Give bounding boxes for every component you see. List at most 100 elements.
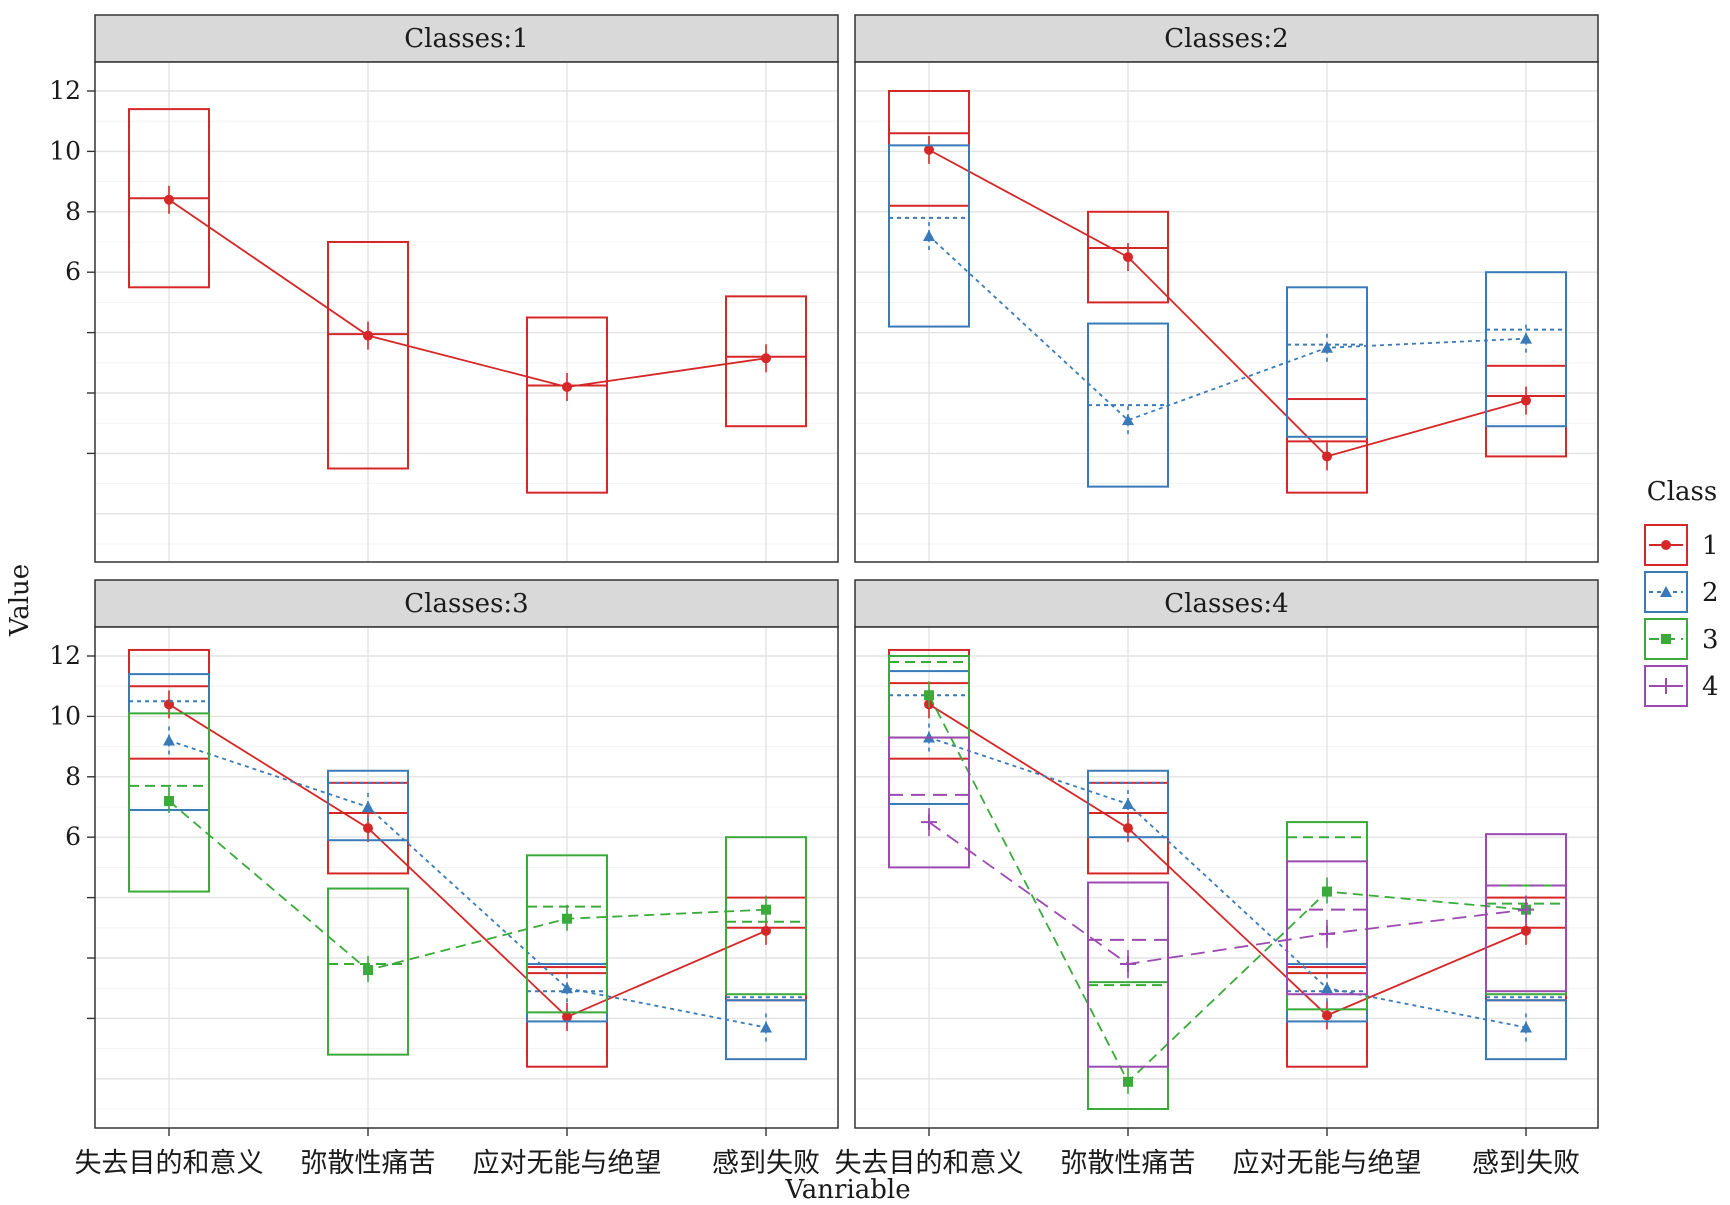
facet-strip (854, 14, 1599, 63)
plot-area (95, 62, 838, 562)
data-point (362, 801, 374, 812)
data-point (1123, 252, 1133, 263)
x-tick-label: 弥散性痛苦 (301, 1148, 436, 1179)
interval-box (1087, 210, 1169, 304)
data-point (1321, 982, 1333, 994)
y-tick-label: 10 (49, 136, 81, 165)
interval-box (1087, 769, 1169, 839)
y-tick-label: 10 (49, 701, 81, 730)
y-tick-label: 12 (49, 76, 81, 105)
x-tick-label: 失去目的和意义 (835, 1148, 1024, 1179)
plot-area (855, 62, 1598, 562)
x-tick-label: 应对无能与绝望 (1233, 1148, 1422, 1179)
data-point (1520, 332, 1532, 344)
panel-border (854, 626, 1599, 1129)
series-line (928, 235, 1527, 422)
data-point (1322, 1010, 1332, 1021)
data-point (562, 1011, 572, 1022)
interval-box (327, 241, 409, 470)
series-line (168, 739, 767, 1029)
facet-panels: Classes:1 Classes:2 Classes:3 Classes:4 (94, 14, 1599, 1129)
interval-box (888, 144, 970, 328)
series-1 (128, 108, 807, 494)
x-axis-label: Vanriable (784, 1175, 910, 1205)
data-point (164, 194, 174, 205)
x-tick-label: 感到失败 (712, 1148, 820, 1179)
data-point (1521, 395, 1531, 406)
data-point (1122, 414, 1134, 426)
data-point (761, 904, 771, 915)
interval-box (888, 736, 970, 869)
plot-area (95, 627, 838, 1128)
series-4 (888, 736, 1567, 1068)
data-point (1120, 956, 1136, 973)
y-tick-label: 8 (65, 762, 81, 791)
legend-marker (1661, 634, 1671, 644)
data-point (363, 330, 373, 341)
x-tick-label: 感到失败 (1472, 1148, 1580, 1179)
interval-box (725, 836, 807, 996)
facet-title: Classes:2 (1164, 24, 1288, 54)
y-axis-label: Value (5, 564, 35, 637)
data-point (1520, 1021, 1532, 1033)
data-point (363, 823, 373, 834)
interval-box (725, 295, 807, 428)
interval-box (1485, 271, 1567, 428)
panel-border (94, 61, 839, 563)
data-point (924, 690, 934, 701)
interval-box (1286, 860, 1368, 996)
interval-box (327, 887, 409, 1056)
legend-label: 1 (1702, 531, 1719, 561)
data-point (1123, 823, 1133, 834)
legend-label: 2 (1702, 578, 1719, 608)
legend-label: 3 (1702, 625, 1719, 655)
data-point (163, 734, 175, 746)
x-tick-label: 应对无能与绝望 (473, 1148, 662, 1179)
series-line (928, 703, 1527, 1017)
panel-border (854, 61, 1599, 563)
facet-strip (94, 14, 839, 63)
data-point (561, 982, 573, 994)
legend: Class 1 2 3 4 (1644, 477, 1719, 707)
x-tick-label: 失去目的和意义 (75, 1148, 264, 1179)
interval-box (1485, 833, 1567, 993)
data-point (1321, 341, 1333, 353)
interval-box (725, 999, 807, 1061)
data-point (1123, 1076, 1133, 1087)
facet-panel: Classes:3 (94, 579, 839, 1129)
data-point (562, 913, 572, 924)
y-tick-label: 6 (65, 257, 81, 286)
data-point (363, 965, 373, 976)
data-point (921, 814, 937, 831)
data-point (1322, 451, 1332, 462)
series-2 (888, 144, 1567, 488)
interval-box (128, 712, 210, 893)
interval-box (526, 854, 608, 1014)
data-point (761, 925, 771, 936)
legend-marker (1658, 678, 1674, 694)
legend-marker (1660, 586, 1672, 597)
panel-border (94, 626, 839, 1129)
series-line (168, 703, 767, 1018)
series-line (168, 198, 767, 388)
facet-title: Classes:4 (1164, 589, 1288, 619)
x-tick-label: 弥散性痛苦 (1061, 1148, 1196, 1179)
interval-box (327, 769, 409, 842)
facet-panel: Classes:4 (854, 579, 1599, 1129)
series-line (168, 800, 767, 972)
data-point (1322, 886, 1332, 897)
data-point (761, 353, 771, 364)
plot-area (855, 627, 1598, 1128)
data-point (923, 229, 935, 241)
data-point (562, 381, 572, 392)
data-point (1319, 925, 1335, 942)
data-point (164, 795, 174, 806)
legend-label: 4 (1702, 672, 1719, 702)
series-line (928, 736, 1527, 1029)
interval-box (1485, 999, 1567, 1061)
data-point (924, 144, 934, 155)
facet-strip (94, 579, 839, 628)
interval-box (526, 316, 608, 494)
